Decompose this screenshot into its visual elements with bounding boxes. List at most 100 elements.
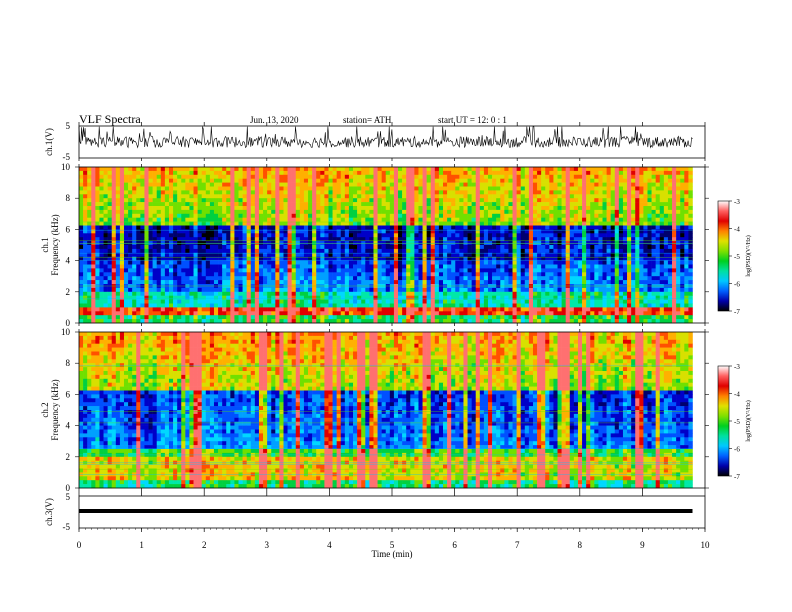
spectrogram-cell [173,167,178,172]
spectrogram-cell [553,280,558,285]
spectrogram-cell [455,182,460,187]
spectrogram-cell [582,170,587,176]
spectrogram-cell [119,256,125,261]
spectrogram-cell [119,190,125,195]
spectrogram-cell [303,229,309,234]
spectrogram-cell [459,194,464,199]
spectrogram-cell [561,237,566,242]
spectrogram-cell [532,280,538,285]
spectrogram-cell [684,194,689,199]
spectrogram-cell [83,233,88,238]
spectrogram-cell [279,233,284,238]
spectrogram-cell [95,167,100,172]
spectrogram-cell [659,233,665,238]
spectrogram-cell [320,217,325,222]
spectrogram-cell [201,272,207,277]
spectrogram-cell [622,237,628,242]
spectrogram-cell [496,213,501,218]
spectrogram-cell [365,202,370,207]
spectrogram-cell [667,174,673,179]
spectrogram-cell [332,190,337,195]
spectrogram-cell [659,229,665,234]
spectrogram-cell [582,264,587,269]
spectrogram-cell [569,272,575,277]
spectrogram-cell [201,178,207,183]
spectrogram-cell [275,276,280,281]
spectrogram-cell [361,256,366,261]
spectrogram-cell [136,276,141,281]
spectrogram-cell [160,291,166,296]
spectrogram-cell [348,194,354,199]
spectrogram-cell [283,256,288,261]
spectrogram-cell [426,170,432,176]
spectrogram-cell [586,213,591,218]
spectrogram-cell [357,272,362,277]
spectrogram-cell [103,170,108,176]
spectrogram-cell [279,209,284,215]
spectrogram-cell [430,237,436,242]
spectrogram-cell [667,287,673,293]
spectrogram-cell [635,182,640,187]
spectrogram-cell [557,194,562,199]
spectrogram-cell [246,194,252,199]
spectrogram-cell [377,291,382,296]
spectrogram-cell [99,248,104,254]
spectrogram-cell [430,206,436,211]
spectrogram-cell [312,198,317,203]
spectrogram-cell [213,209,219,215]
spectrogram-cell [463,206,468,211]
spectrogram-cell [602,198,607,203]
spectrogram-cell [610,213,616,218]
spectrogram-cell [557,167,562,172]
spectrogram-cell [602,245,607,250]
spectrogram-cell [177,237,182,242]
spectrogram-cell [128,182,133,187]
spectrogram-cell [140,202,145,207]
spectrogram-cell [152,280,158,285]
spectrogram-cell [528,268,534,273]
spectrogram-cell [655,167,661,172]
spectrogram-cell [565,256,571,261]
spectrogram-cell [181,198,186,203]
spectrogram-cell [242,229,247,234]
spectrogram-cell [160,178,166,183]
spectrogram-cell [672,202,677,207]
spectrogram-cell [242,174,247,179]
spectrogram-cell [136,198,141,203]
spectrogram-cell [353,221,358,226]
spectrogram-cell [483,213,489,218]
spectrogram-cell [177,233,182,238]
spectrogram-cell [663,245,669,250]
spectrogram-cell [492,260,497,265]
spectrogram-cell [123,268,129,273]
spectrogram-cell [279,280,284,285]
spectrogram-cell [590,280,595,285]
spectrogram-cell [422,186,427,191]
spectrogram-cell [418,248,423,254]
spectrogram-cell [328,217,333,222]
spectrogram-cell [299,233,305,238]
spectrogram-cell [295,194,301,199]
spectrogram-cell [590,209,595,215]
spectrogram-cell [438,186,444,191]
spectrogram-cell [258,260,264,265]
spectrogram-cell [136,217,141,222]
spectrogram-cell [631,178,636,183]
spectrogram-cell [197,229,202,234]
spectrogram-cell [267,280,272,285]
spectrogram-cell [467,280,472,285]
spectrogram-cell [430,225,436,230]
spectrogram-cell [537,276,542,281]
spectrogram-cell [107,248,113,254]
spectrogram-cell [459,198,464,203]
spectrogram-cell [377,190,382,195]
spectrogram-cell [463,174,468,179]
spectrogram-cell [312,245,317,250]
spectrogram-cell [577,209,583,215]
spectrogram-cell [193,170,198,176]
spectrogram-cell [357,221,362,226]
spectrogram-cell [684,213,689,218]
spectrogram-cell [569,209,575,215]
spectrogram-cell [688,198,693,203]
spectrogram-cell [508,272,513,277]
